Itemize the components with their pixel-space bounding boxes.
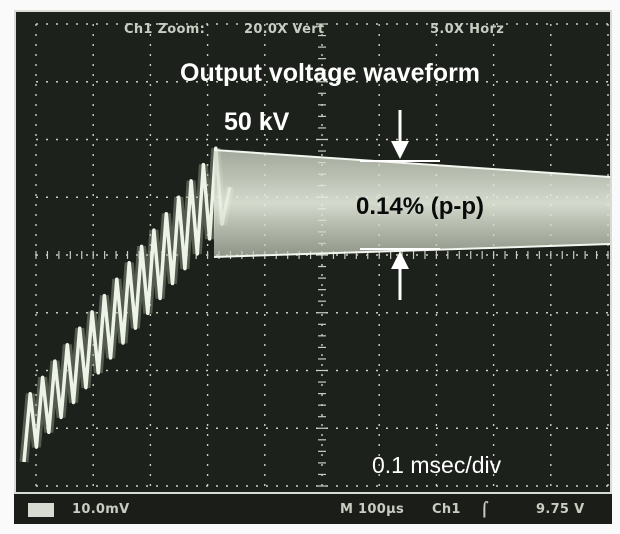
graticule-center-ticks [35, 23, 609, 487]
arrow-up-icon [391, 251, 409, 269]
timebase-readout: M 100µs [340, 502, 405, 517]
trigger-source-readout: Ch1 [432, 502, 461, 517]
settled-band [214, 150, 610, 257]
ch1-marker-icon [28, 503, 54, 517]
output-waveform [19, 146, 610, 463]
trigger-level-readout: 9.75 V [536, 502, 585, 517]
trigger-slope-icon: ⌠ [480, 502, 489, 518]
settled-band-edge [213, 149, 610, 178]
scope-display [19, 23, 610, 487]
ch1-scale-readout: 10.0mV [72, 502, 130, 517]
arrow-down-icon [391, 141, 409, 159]
ripple-label: 0.14% (p-p) [356, 193, 485, 220]
waveform-title: Output voltage waveform [180, 59, 481, 87]
voltage-level-label: 50 kV [224, 108, 290, 136]
zoom-channel-label: Ch1 Zoom: [124, 22, 206, 37]
oscilloscope-screen: Ch1 Zoom: 20.0X Vert 5.0X Horz Output vo… [14, 10, 612, 494]
time-scale-label: 0.1 msec/div [372, 452, 502, 478]
zoom-vertical-label: 20.0X Vert [244, 22, 325, 37]
scope-status-bar: 10.0mV M 100µs Ch1 ⌠ 9.75 V [14, 494, 612, 524]
settled-band-edge [213, 243, 610, 258]
ripple-markers [360, 110, 440, 300]
zoom-horizontal-label: 5.0X Horz [430, 22, 505, 37]
